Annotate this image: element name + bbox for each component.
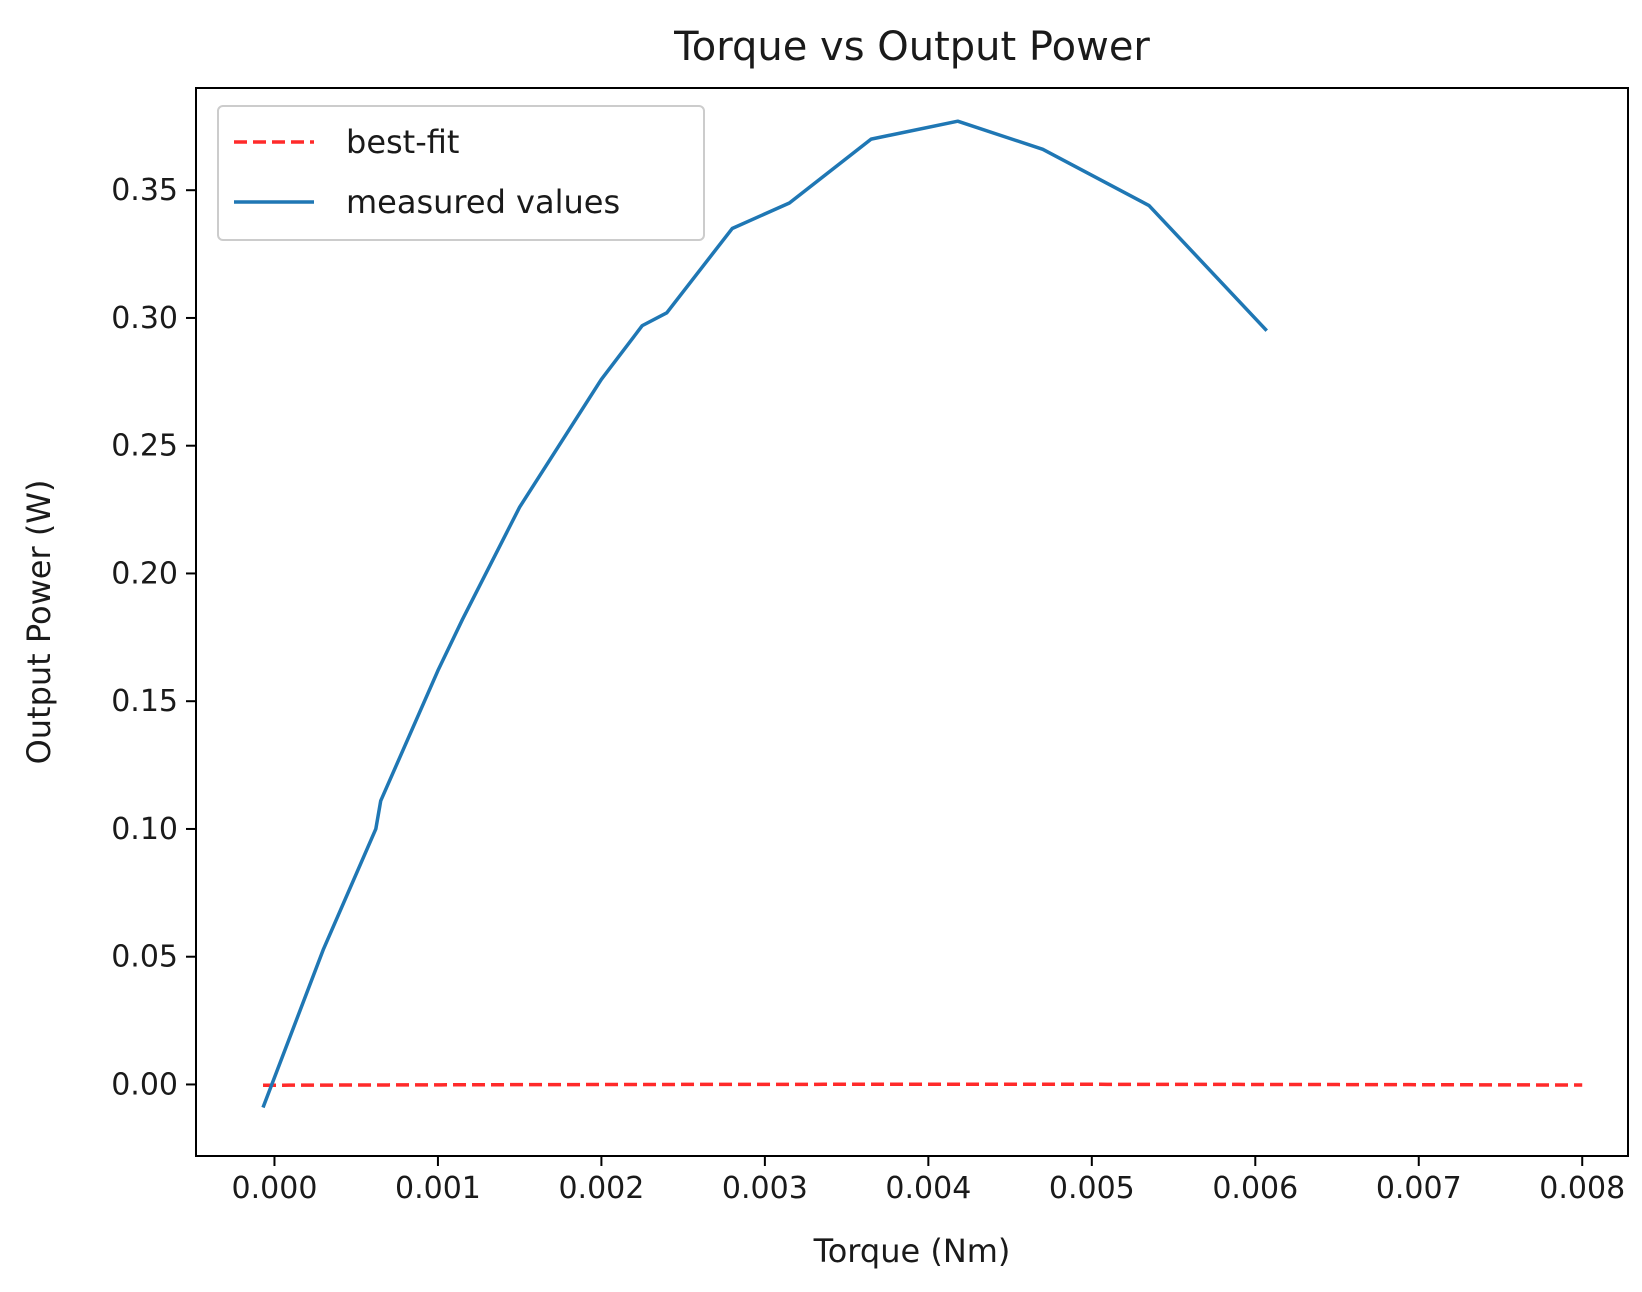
y-tick-label: 0.20 — [111, 556, 178, 591]
x-axis-label: Torque (Nm) — [813, 1232, 1011, 1270]
x-tick-label: 0.008 — [1539, 1171, 1625, 1206]
y-axis-label: Output Power (W) — [20, 480, 58, 765]
chart-title: Torque vs Output Power — [673, 24, 1150, 70]
x-tick-label: 0.001 — [395, 1171, 481, 1206]
x-axis: 0.000 0.001 0.002 0.003 0.004 0.005 0.006 0.007… — [232, 1156, 1625, 1206]
x-tick-label: 0.004 — [885, 1171, 971, 1206]
y-tick-label: 0.00 — [111, 1067, 178, 1102]
legend-label-best-fit: best-fit — [346, 123, 459, 161]
y-tick-label: 0.15 — [111, 684, 178, 719]
x-tick-label: 0.002 — [558, 1171, 644, 1206]
legend: best-fit measured values — [217, 105, 705, 241]
series-layer — [261, 119, 1583, 1109]
x-tick-label: 0.000 — [232, 1171, 318, 1206]
plot-area — [195, 87, 1629, 1157]
legend-label-measured-values: measured values — [346, 183, 620, 221]
y-axis: 0.00 0.05 0.10 0.15 0.20 0.25 0.30 0.35 — [111, 173, 196, 1102]
x-tick-label: 0.007 — [1376, 1171, 1462, 1206]
y-tick-label: 0.35 — [111, 173, 178, 208]
legend-box — [217, 105, 705, 241]
y-tick-label: 0.30 — [111, 301, 178, 336]
series-measured-values-line — [261, 119, 1269, 1109]
x-tick-label: 0.003 — [722, 1171, 808, 1206]
x-tick-label: 0.005 — [1049, 1171, 1135, 1206]
y-tick-label: 0.05 — [111, 940, 178, 975]
y-tick-label: 0.10 — [111, 812, 178, 847]
x-tick-label: 0.006 — [1212, 1171, 1298, 1206]
y-tick-label: 0.25 — [111, 429, 178, 464]
series-best-fit-line — [263, 1082, 1583, 1088]
